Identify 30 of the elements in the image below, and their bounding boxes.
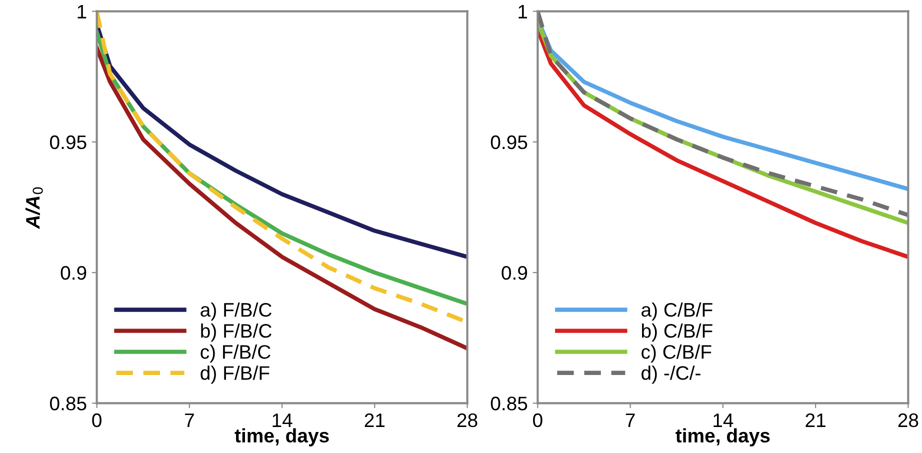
legend-label: d) F/B/F [200, 366, 270, 384]
x-tick-label: 28 [457, 413, 478, 428]
legend-label: c) F/B/C [200, 344, 270, 363]
x-tick-label: 7 [626, 414, 635, 427]
x-axis-title: time, days [676, 428, 770, 446]
line-series [538, 28, 908, 259]
legend-label: a) C/B/F [642, 302, 712, 321]
legend-label: a) F/B/C [200, 302, 272, 321]
y-tick-label: 0.85 [490, 396, 528, 410]
y-tick-label: 0.9 [60, 266, 86, 280]
x-tick-label: 0 [533, 413, 542, 428]
y-tick-label: 0.9 [502, 266, 528, 280]
legend-label: c) C/B/F [642, 344, 712, 363]
y-tick-label: 0.95 [50, 135, 86, 150]
x-tick-label: 14 [272, 414, 292, 427]
x-tick-label: 21 [364, 413, 385, 427]
x-tick-label: 14 [714, 414, 734, 427]
x-axis-title: time, days [234, 428, 329, 446]
x-tick-label: 28 [898, 413, 918, 428]
x-tick-label: 21 [806, 413, 826, 427]
y-axis-title: A/A$_{0}$ [25, 187, 43, 230]
x-tick-label: 7 [185, 414, 194, 427]
legend-label: b) C/B/F [642, 324, 712, 342]
legend-label: d) -/C/- [642, 366, 700, 384]
legend-label: b) F/B/C [201, 324, 272, 342]
y-tick-label: 0.95 [490, 135, 528, 150]
x-tick-label: 0 [92, 413, 102, 428]
y-tick-label: 1 [518, 4, 528, 18]
y-tick-label: 1 [78, 4, 86, 18]
y-tick-label: 0.85 [50, 396, 86, 410]
